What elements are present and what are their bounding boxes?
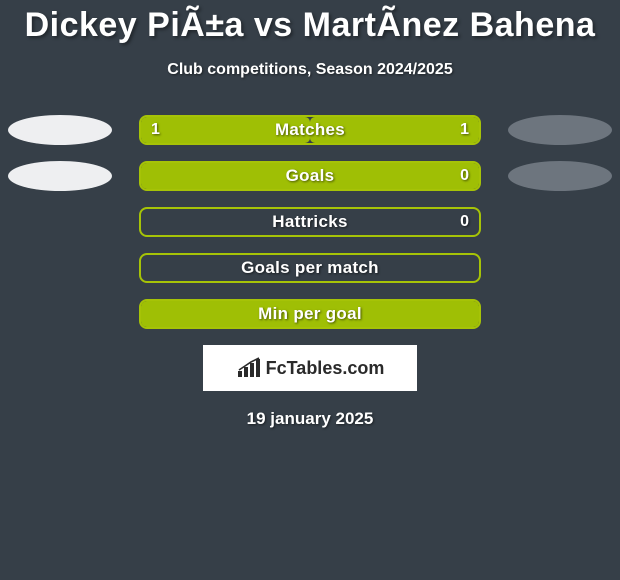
stat-value-right: 1: [460, 117, 469, 143]
stat-bar: Goals per match: [139, 253, 481, 283]
comparison-title: Dickey PiÃ±a vs MartÃ­nez Bahena: [0, 0, 620, 45]
stat-label: Matches: [141, 117, 479, 143]
watermark-logo: FcTables.com: [203, 345, 417, 391]
snapshot-date: 19 january 2025: [0, 409, 620, 429]
player-right-indicator: [508, 115, 612, 145]
stat-row: Min per goal: [0, 299, 620, 329]
stat-label: Goals per match: [141, 255, 479, 281]
stat-label: Goals: [141, 163, 479, 189]
stat-row: Hattricks0: [0, 207, 620, 237]
stat-value-right: 0: [460, 209, 469, 235]
player-right-indicator: [508, 161, 612, 191]
chart-bars-icon: [236, 357, 262, 379]
comparison-subtitle: Club competitions, Season 2024/2025: [0, 61, 620, 79]
stat-bar: Matches1 1: [139, 115, 481, 145]
stat-bar: Min per goal: [139, 299, 481, 329]
stat-row: Matches1 1: [0, 115, 620, 145]
player-left-indicator: [8, 161, 112, 191]
logo-text: FcTables.com: [266, 358, 385, 379]
stat-value-right: 0: [460, 163, 469, 189]
stat-value-left: 1: [151, 117, 160, 143]
player-left-indicator: [8, 115, 112, 145]
stat-label: Min per goal: [141, 301, 479, 327]
stat-bar: Goals0: [139, 161, 481, 191]
stat-bar: Hattricks0: [139, 207, 481, 237]
stat-row: Goals per match: [0, 253, 620, 283]
stat-label: Hattricks: [141, 209, 479, 235]
stat-row: Goals0: [0, 161, 620, 191]
stats-container: Matches11Goals0Hattricks0Goals per match…: [0, 115, 620, 329]
